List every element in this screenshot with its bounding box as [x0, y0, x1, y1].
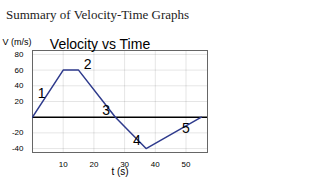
svg-text:50: 50	[182, 160, 191, 169]
svg-text:20: 20	[89, 160, 98, 169]
svg-text:Velocity vs Time: Velocity vs Time	[50, 36, 151, 52]
svg-text:1: 1	[38, 85, 46, 101]
svg-text:60: 60	[15, 66, 24, 75]
svg-text:V (m/s): V (m/s)	[3, 37, 32, 47]
svg-text:t (s): t (s)	[111, 166, 128, 177]
svg-text:5: 5	[182, 120, 190, 136]
svg-text:2: 2	[84, 56, 92, 72]
svg-text:-40: -40	[12, 144, 24, 153]
html-text:Summary of Velocity-Time Graph: Summary of Velocity-Time Graphs	[6, 7, 190, 22]
svg-text:40: 40	[15, 81, 24, 90]
svg-text:3: 3	[102, 102, 110, 118]
svg-text:10: 10	[59, 160, 68, 169]
svg-text:40: 40	[151, 160, 160, 169]
svg-text:-20: -20	[12, 128, 24, 137]
svg-text:4: 4	[133, 132, 141, 148]
svg-text:20: 20	[15, 97, 24, 106]
svg-text:80: 80	[15, 50, 24, 59]
